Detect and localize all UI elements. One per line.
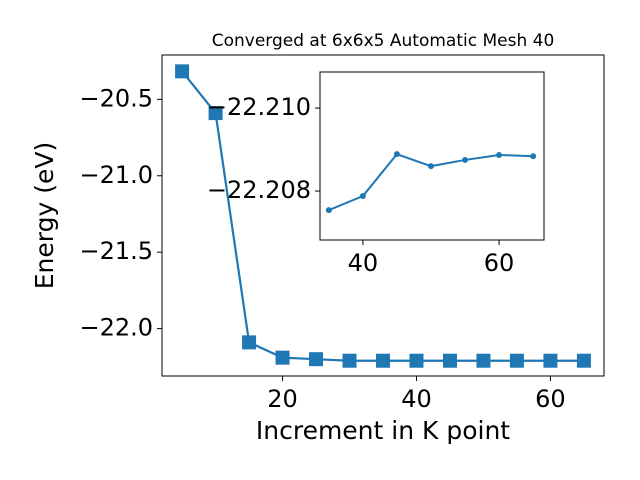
marker <box>409 353 424 368</box>
marker <box>376 353 390 368</box>
y-axis-label: Energy (eV) <box>30 142 59 289</box>
marker <box>359 193 366 200</box>
marker <box>496 151 503 158</box>
marker <box>309 352 324 367</box>
x-tick-label: 60 <box>484 249 515 277</box>
marker <box>462 156 469 163</box>
marker <box>208 106 223 121</box>
x-tick-label: 20 <box>267 385 298 413</box>
marker <box>576 353 591 368</box>
marker <box>175 64 190 79</box>
y-tick-label: −20.5 <box>79 84 153 112</box>
marker <box>543 353 558 368</box>
y-tick-label: −22.208 <box>207 176 311 204</box>
y-tick-label: −22.0 <box>79 314 153 342</box>
marker <box>427 163 434 170</box>
marker <box>476 353 491 368</box>
marker <box>442 353 457 368</box>
marker <box>530 153 537 160</box>
x-axis-label: Increment in K point <box>256 416 510 445</box>
marker <box>325 207 332 214</box>
marker <box>509 353 524 368</box>
y-tick-label: −21.0 <box>79 161 153 189</box>
x-tick-label: 60 <box>535 385 566 413</box>
marker <box>275 350 290 365</box>
chart-title: Converged at 6x6x5 Automatic Mesh 40 <box>212 31 555 51</box>
marker <box>393 151 400 158</box>
x-tick-label: 40 <box>348 249 379 277</box>
marker <box>342 353 357 368</box>
y-tick-label: −21.5 <box>79 237 153 265</box>
y-tick-label: −22.210 <box>207 93 311 121</box>
x-tick-label: 40 <box>401 385 432 413</box>
marker <box>242 335 257 350</box>
